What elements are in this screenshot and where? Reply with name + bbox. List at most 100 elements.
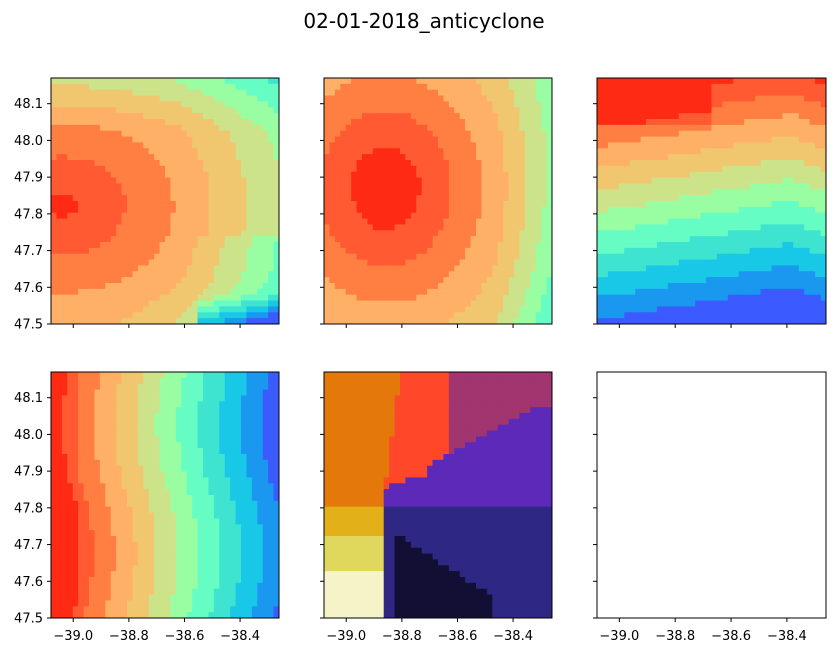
contour-cell <box>181 253 188 261</box>
contour-cell <box>486 160 493 167</box>
contour-cell <box>689 124 696 132</box>
contour-cell <box>334 119 341 126</box>
contour-cell <box>524 177 531 185</box>
contour-cell <box>213 253 220 261</box>
contour-cell <box>546 148 552 155</box>
contour-cell <box>503 160 510 167</box>
contour-cell <box>804 183 811 190</box>
contour-cell <box>345 306 352 313</box>
contour-cell <box>706 265 713 272</box>
contour-cell <box>497 189 504 196</box>
contour-cell <box>766 89 773 97</box>
contour-cell <box>443 101 450 108</box>
contour-cell <box>432 201 439 208</box>
contour-cell <box>383 95 390 103</box>
contour-cell <box>137 236 144 243</box>
contour-cell <box>486 130 493 138</box>
contour-cell <box>400 107 407 114</box>
contour-cell <box>607 107 614 114</box>
contour-cell <box>673 124 680 132</box>
contour-cell <box>383 236 390 243</box>
contour-cell <box>656 195 664 202</box>
contour-cell <box>503 195 510 202</box>
contour-cell <box>83 277 90 284</box>
contour-cell <box>640 259 647 267</box>
contour-cell <box>148 224 155 231</box>
contour-cell <box>378 119 385 126</box>
contour-cell <box>219 201 226 208</box>
contour-cell <box>154 224 161 231</box>
contour-cell <box>656 124 664 132</box>
contour-cell <box>340 136 347 144</box>
contour-cell <box>667 271 674 278</box>
contour-cell <box>804 83 811 91</box>
contour-cell <box>165 183 172 190</box>
contour-cell <box>137 171 144 179</box>
contour-cell <box>246 218 253 226</box>
contour-cell <box>410 259 417 267</box>
contour-cell <box>798 142 805 149</box>
contour-cell <box>213 247 220 255</box>
contour-cell <box>689 160 696 167</box>
contour-cell <box>99 142 106 149</box>
contour-cell <box>340 160 347 167</box>
contour-cell <box>132 165 139 173</box>
contour-cell <box>514 230 521 237</box>
contour-cell <box>481 300 488 308</box>
contour-cell <box>78 113 85 120</box>
contour-cell <box>89 124 96 132</box>
contour-cell <box>809 83 816 91</box>
contour-cell <box>618 78 625 85</box>
contour-cell <box>787 83 794 91</box>
contour-cell <box>629 183 636 190</box>
contour-cell <box>224 253 231 261</box>
contour-cell <box>486 312 493 319</box>
contour-cell <box>662 201 669 208</box>
contour-cell <box>673 171 680 179</box>
contour-cell <box>503 271 510 278</box>
contour-cell <box>470 148 477 155</box>
contour-cell <box>154 148 161 155</box>
contour-cell <box>656 142 664 149</box>
contour-cell <box>524 113 531 120</box>
contour-cell <box>546 78 552 85</box>
contour-cell <box>235 160 242 167</box>
contour-cell <box>121 253 128 261</box>
contour-cell <box>241 288 248 296</box>
contour-cell <box>809 119 816 126</box>
contour-cell <box>175 130 182 138</box>
contour-cell <box>334 89 341 97</box>
contour-cell <box>224 201 231 208</box>
contour-cell <box>329 277 336 284</box>
contour-cell <box>127 130 134 138</box>
contour-cell <box>165 83 172 91</box>
contour-cell <box>640 230 647 237</box>
contour-cell <box>508 218 515 226</box>
contour-cell <box>760 101 767 108</box>
contour-cell <box>351 154 358 161</box>
contour-cell <box>760 253 767 261</box>
contour-cell <box>181 318 188 324</box>
contour-cell <box>432 154 439 161</box>
contour-cell <box>508 119 515 126</box>
contour-cell <box>607 113 614 120</box>
contour-cell <box>83 294 90 302</box>
contour-cell <box>56 271 63 278</box>
contour-cell <box>519 265 526 272</box>
contour-cell <box>121 160 128 167</box>
contour-cell <box>213 230 220 237</box>
contour-cell <box>497 177 504 185</box>
contour-cell <box>51 206 58 214</box>
contour-cell <box>99 271 106 278</box>
contour-cell <box>94 212 101 220</box>
contour-cell <box>213 78 220 85</box>
contour-cell <box>448 236 455 243</box>
contour-cell <box>105 294 112 302</box>
contour-cell <box>470 107 477 114</box>
contour-cell <box>143 119 150 126</box>
contour-cell <box>667 148 674 155</box>
contour-cell <box>771 89 778 97</box>
contour-cell <box>727 189 734 196</box>
contour-cell <box>497 283 504 290</box>
contour-cell <box>782 230 789 237</box>
